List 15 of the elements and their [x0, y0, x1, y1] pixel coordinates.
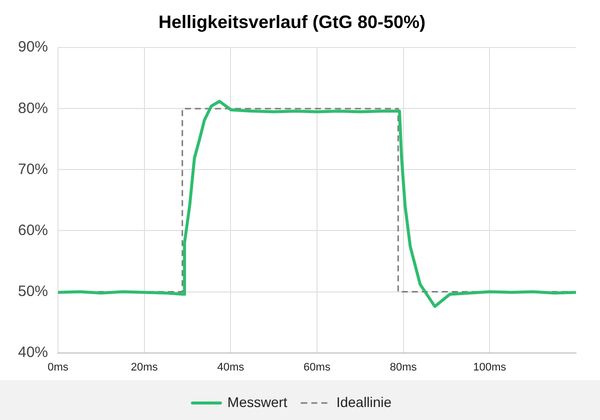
- y-tick-label: 90%: [18, 38, 48, 56]
- x-tick-label: 0ms: [48, 361, 69, 374]
- y-tick-label: 80%: [18, 100, 48, 117]
- chart-title: Helligkeitsverlauf (GtG 80-50%): [158, 12, 426, 32]
- y-tick-label: 70%: [18, 160, 48, 178]
- y-tick-label: 40%: [18, 344, 48, 361]
- x-tick-label: 20ms: [130, 361, 158, 374]
- y-tick-label: 50%: [18, 282, 48, 300]
- y-tick-label: 60%: [18, 222, 48, 239]
- x-tick-label: 100ms: [473, 361, 507, 374]
- legend-label: Messwert: [227, 394, 288, 410]
- x-tick-label: 60ms: [304, 361, 331, 374]
- legend-label: Ideallinie: [336, 394, 392, 410]
- x-tick-label: 40ms: [217, 361, 245, 374]
- x-tick-label: 80ms: [390, 361, 418, 374]
